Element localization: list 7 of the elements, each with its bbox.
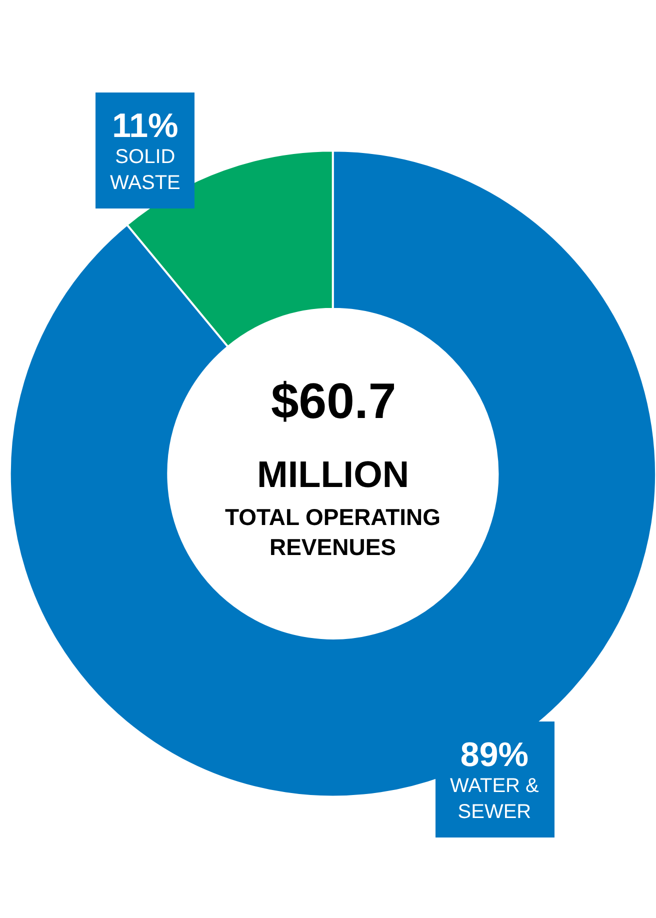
text: $60.7	[271, 373, 396, 429]
data-label: 89%	[460, 736, 528, 774]
text: TOTAL OPERATING REVENUES	[225, 504, 441, 560]
slice-label: SOLID WASTE	[110, 146, 180, 194]
text: MILLION	[257, 454, 410, 495]
slice-label: WATER & SEWER	[450, 775, 540, 823]
data-label: 11%	[112, 107, 178, 145]
